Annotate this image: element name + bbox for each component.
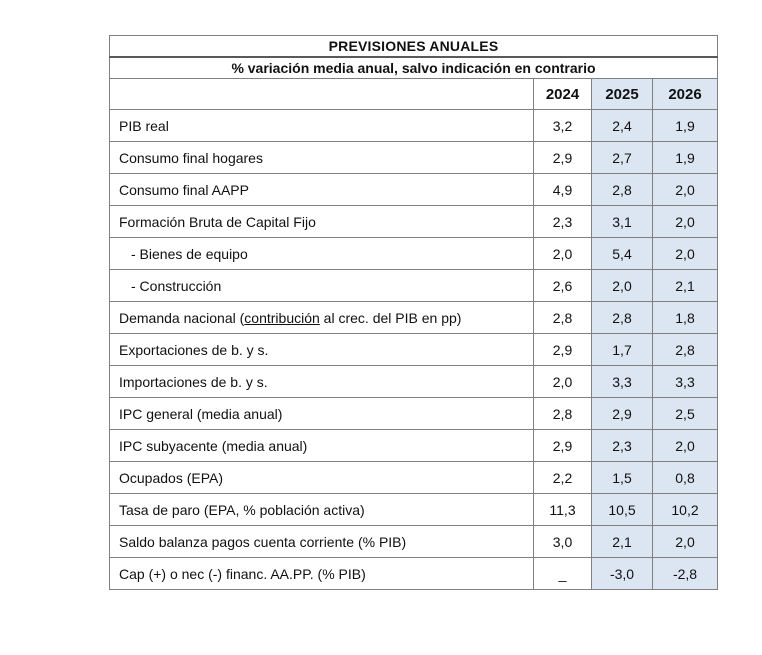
value-cell: 2,3 — [533, 205, 592, 238]
value-cell: 1,9 — [651, 109, 719, 142]
value-cell: 2,5 — [651, 397, 719, 430]
value-cell: 2,0 — [533, 365, 592, 398]
value-cell: 0,8 — [651, 461, 719, 494]
row-label: - Construcción — [109, 269, 534, 302]
column-header-2025: 2025 — [591, 78, 653, 110]
title-row: PREVISIONES ANUALES — [108, 35, 719, 58]
value-cell: 2,0 — [651, 237, 719, 270]
value-cell: 4,9 — [533, 173, 592, 206]
table-row: Demanda nacional (contribución al crec. … — [109, 301, 719, 334]
column-header-2026: 2026 — [651, 78, 719, 110]
value-cell: -3,0 — [591, 557, 653, 590]
value-cell: 2,0 — [651, 525, 719, 558]
value-cell: 2,8 — [533, 301, 592, 334]
value-cell: _ — [533, 557, 592, 590]
table-row: Formación Bruta de Capital Fijo 2,3 3,1 2,0 — [109, 205, 719, 238]
value-cell: 3,3 — [591, 365, 653, 398]
table-subtitle: % variación media anual, salvo indicació… — [108, 56, 719, 79]
value-cell: 2,0 — [651, 173, 719, 206]
row-label: Demanda nacional (contribución al crec. … — [109, 301, 534, 334]
value-cell: 2,8 — [591, 173, 653, 206]
table-row: Saldo balanza pagos cuenta corriente (% … — [109, 525, 719, 558]
value-cell: 1,8 — [651, 301, 719, 334]
value-cell: 1,5 — [591, 461, 653, 494]
value-cell: 10,2 — [651, 493, 719, 526]
row-label: - Bienes de equipo — [109, 237, 534, 270]
row-label: Tasa de paro (EPA, % población activa) — [109, 493, 534, 526]
table-title: PREVISIONES ANUALES — [108, 35, 719, 58]
table-row: Importaciones de b. y s. 2,0 3,3 3,3 — [109, 365, 719, 398]
subtitle-row: % variación media anual, salvo indicació… — [108, 56, 719, 79]
table-row: IPC subyacente (media anual) 2,9 2,3 2,0 — [109, 429, 719, 462]
row-label: Cap (+) o nec (-) financ. AA.PP. (% PIB) — [109, 557, 534, 590]
value-cell: 2,0 — [591, 269, 653, 302]
row-label: IPC general (media anual) — [109, 397, 534, 430]
table-row: PIB real 3,2 2,4 1,9 — [109, 109, 719, 142]
value-cell: 2,2 — [533, 461, 592, 494]
value-cell: 2,0 — [651, 205, 719, 238]
value-cell: 2,6 — [533, 269, 592, 302]
value-cell: -2,8 — [651, 557, 719, 590]
value-cell: 2,1 — [651, 269, 719, 302]
row-label: Exportaciones de b. y s. — [109, 333, 534, 366]
value-cell: 2,4 — [591, 109, 653, 142]
table-row: Cap (+) o nec (-) financ. AA.PP. (% PIB)… — [109, 557, 719, 590]
value-cell: 2,9 — [533, 141, 592, 174]
row-label: Importaciones de b. y s. — [109, 365, 534, 398]
value-cell: 3,2 — [533, 109, 592, 142]
value-cell: 2,1 — [591, 525, 653, 558]
value-cell: 2,9 — [533, 429, 592, 462]
value-cell: 3,3 — [651, 365, 719, 398]
row-label: Ocupados (EPA) — [109, 461, 534, 494]
row-label: Consumo final AAPP — [109, 173, 534, 206]
value-cell: 2,0 — [533, 237, 592, 270]
table-row: Consumo final AAPP 4,9 2,8 2,0 — [109, 173, 719, 206]
table-row: IPC general (media anual) 2,8 2,9 2,5 — [109, 397, 719, 430]
column-header-2024: 2024 — [533, 78, 592, 110]
table-row: - Bienes de equipo 2,0 5,4 2,0 — [109, 237, 719, 270]
table-row: Consumo final hogares 2,9 2,7 1,9 — [109, 141, 719, 174]
table-row: - Construcción 2,6 2,0 2,1 — [109, 269, 719, 302]
table-row: Exportaciones de b. y s. 2,9 1,7 2,8 — [109, 333, 719, 366]
value-cell: 1,9 — [651, 141, 719, 174]
value-cell: 2,9 — [533, 333, 592, 366]
forecast-table-container: PREVISIONES ANUALES % variación media an… — [108, 35, 719, 590]
row-label: IPC subyacente (media anual) — [109, 429, 534, 462]
value-cell: 2,8 — [651, 333, 719, 366]
value-cell: 2,8 — [591, 301, 653, 334]
value-cell: 2,9 — [591, 397, 653, 430]
value-cell: 2,0 — [651, 429, 719, 462]
value-cell: 11,3 — [533, 493, 592, 526]
value-cell: 1,7 — [591, 333, 653, 366]
empty-header-cell — [109, 78, 534, 110]
value-cell: 3,0 — [533, 525, 592, 558]
table-body: PIB real 3,2 2,4 1,9 Consumo final hogares 2,… — [109, 109, 719, 590]
value-cell: 2,3 — [591, 429, 653, 462]
value-cell: 5,4 — [591, 237, 653, 270]
value-cell: 2,7 — [591, 141, 653, 174]
forecast-table: PREVISIONES ANUALES % variación media an… — [108, 35, 719, 590]
value-cell: 3,1 — [591, 205, 653, 238]
row-label: Saldo balanza pagos cuenta corriente (% … — [109, 525, 534, 558]
row-label: Consumo final hogares — [109, 141, 534, 174]
value-cell: 10,5 — [591, 493, 653, 526]
row-label: PIB real — [109, 109, 534, 142]
table-row: Ocupados (EPA) 2,2 1,5 0,8 — [109, 461, 719, 494]
value-cell: 2,8 — [533, 397, 592, 430]
row-label: Formación Bruta de Capital Fijo — [109, 205, 534, 238]
table-row: Tasa de paro (EPA, % población activa) 11… — [109, 493, 719, 526]
column-header-row: 2024 2025 2026 — [109, 78, 719, 110]
